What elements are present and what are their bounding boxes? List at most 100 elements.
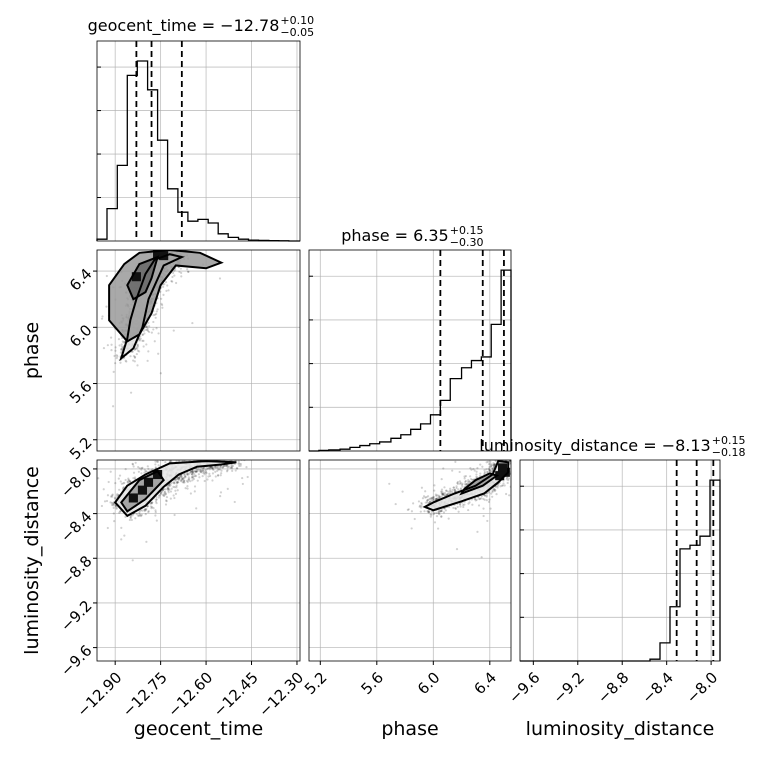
sample-point [511,473,513,475]
sample-point [131,514,134,517]
sample-point [214,466,217,469]
sample-point [202,467,205,470]
sample-point [168,483,171,486]
sample-point [184,476,187,479]
sample-point [487,463,491,466]
sample-point [163,494,166,497]
sample-point [496,486,499,489]
panel-frame [308,249,512,452]
sample-point [218,277,222,280]
sample-point [212,425,214,427]
sample-point [174,268,177,271]
sample-point [445,489,448,492]
sample-point [226,465,229,468]
sample-point [196,454,198,456]
sample-point [230,465,233,468]
sample-point [208,456,210,458]
sample-point [511,464,513,466]
sample-point [241,482,244,486]
sample-point [442,493,445,496]
sample-point [159,372,162,375]
sample-point [191,472,194,476]
sample-point [431,496,434,499]
sample-point [485,470,489,474]
sample-point [115,494,119,497]
sample-point [184,475,187,478]
sample-point [447,517,450,520]
sample-point [132,465,135,468]
sample-point [492,488,495,491]
sample-point [128,518,131,522]
sample-point [197,468,200,471]
sample-point [136,347,139,350]
sample-point [520,490,522,492]
sample-point [172,482,175,485]
sample-point [166,457,168,459]
title-luminosity-distance-plus: +0.15 [712,434,746,447]
sample-point [430,497,433,500]
sample-point [89,361,91,363]
sample-point [122,486,125,489]
sample-point [435,511,438,515]
sample-point [493,488,496,491]
sample-point [192,477,195,481]
sample-point [120,482,123,485]
sample-point [468,480,471,483]
panel-titles: geocent_time = −12.78 +0.10 −0.05 phase … [88,14,746,459]
sample-point [144,328,148,332]
sample-point [110,503,114,506]
sample-point [496,484,499,488]
sample-point [513,467,515,469]
sample-point [433,484,436,487]
sample-point [452,486,455,489]
sample-point [431,498,434,501]
sample-point [489,460,492,463]
sample-point [134,517,137,520]
panel-frame [96,459,301,662]
sample-point [441,492,444,496]
sample-point [144,513,147,516]
sample-point [494,489,497,492]
sample-point [491,495,494,498]
sample-point [466,480,470,484]
sample-point [174,245,176,247]
contour-level-2 [459,472,500,496]
sample-point [429,497,432,500]
sample-point [141,339,144,342]
sample-point [483,498,486,501]
sample-point [133,356,137,359]
tick-label-y-luminosity-distance: −9.6 [57,641,95,679]
sample-point [189,454,191,456]
tick-label-x-geocent-time: −12.60 [164,669,216,721]
sample-point [226,469,229,472]
sample-point [143,509,146,513]
sample-point [201,458,203,460]
sample-point [512,463,514,465]
sample-point [154,509,157,512]
sample-point [106,494,110,497]
sample-point [516,458,518,460]
sample-point [115,357,118,360]
sample-point [209,452,211,454]
sample-point [176,477,179,481]
sample-point [128,480,131,483]
sample-point [486,519,489,523]
sample-point [233,452,235,454]
sample-point [429,515,432,518]
sample-point [194,475,197,478]
sample-point [221,466,225,469]
sample-point [196,469,200,472]
sample-point [225,446,227,448]
sample-point [120,348,123,351]
sample-point [209,466,213,469]
sample-point [125,360,128,363]
sample-point [185,479,189,482]
sample-point [181,481,184,484]
sample-point [175,480,178,483]
contour-level-3 [126,255,160,301]
sample-point [222,465,225,468]
sample-point [483,494,487,497]
sample-point [93,315,95,317]
sample-point [159,492,163,495]
sample-point [155,502,158,505]
